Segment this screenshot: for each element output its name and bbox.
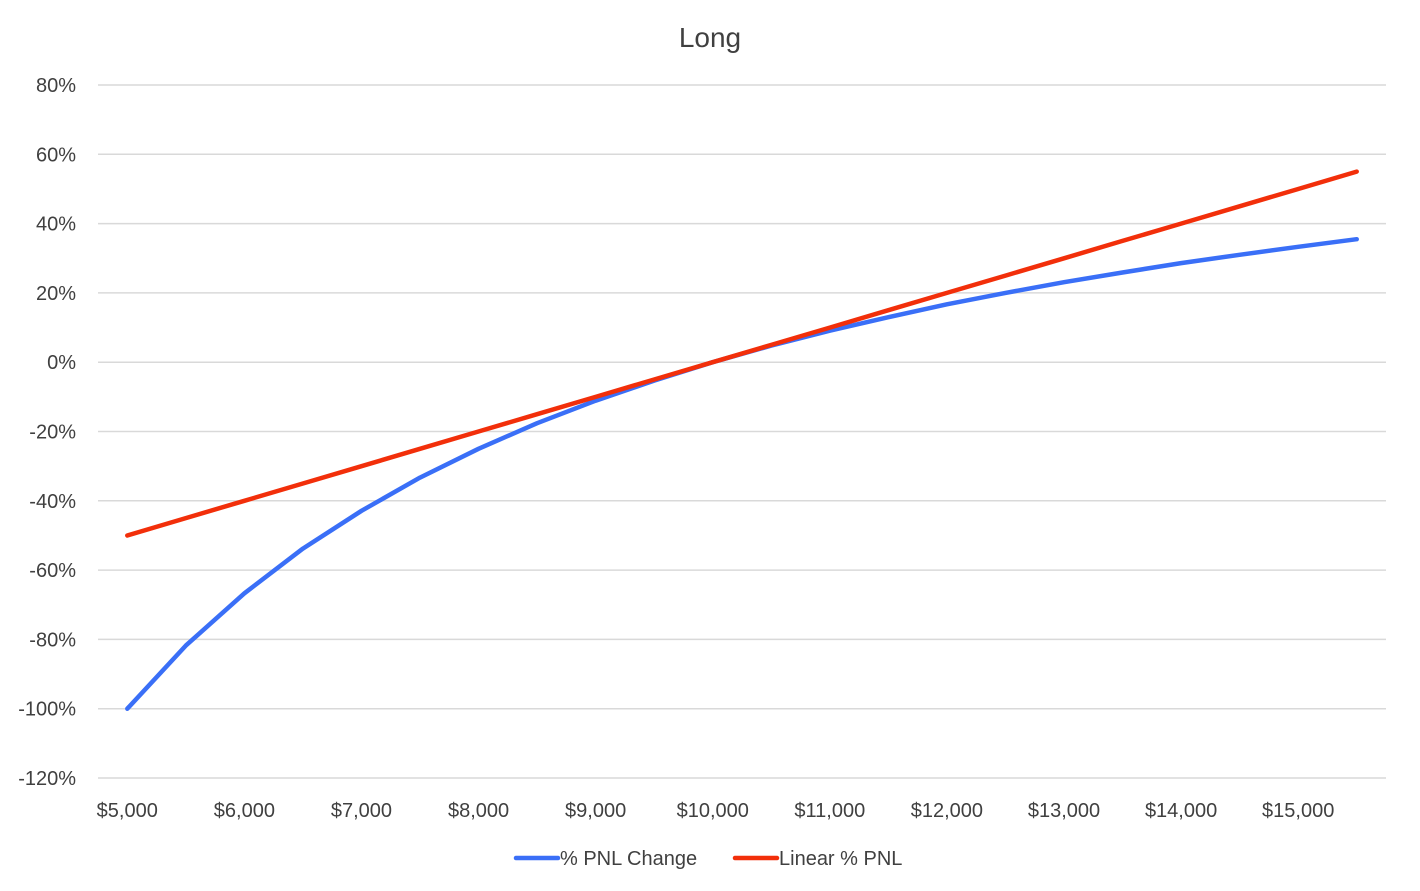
y-tick-label: -40% xyxy=(29,491,76,513)
x-tick-label: $12,000 xyxy=(911,800,983,822)
chart-title: Long xyxy=(679,22,741,53)
y-tick-label: -100% xyxy=(18,699,76,721)
x-tick-label: $6,000 xyxy=(214,800,275,822)
x-tick-label: $11,000 xyxy=(794,800,865,822)
series-line-2 xyxy=(125,169,1359,538)
legend-label-2: Linear % PNL xyxy=(779,848,902,870)
series-lines xyxy=(125,169,1359,711)
y-tick-label: 80% xyxy=(36,75,76,97)
series-line-1 xyxy=(125,236,1359,711)
y-tick-label: -120% xyxy=(18,768,76,790)
y-axis-ticks: -120% -100% -80% -60% -40% -20% 0% 20% 40% 60% 80% xyxy=(18,75,76,790)
x-tick-label: $7,000 xyxy=(331,800,392,822)
x-tick-label: $8,000 xyxy=(448,800,509,822)
legend: % PNL Change Linear % PNL xyxy=(513,848,902,870)
x-tick-label: $5,000 xyxy=(97,800,158,822)
x-tick-label: $14,000 xyxy=(1145,800,1217,822)
x-tick-label: $9,000 xyxy=(565,800,626,822)
gridlines xyxy=(98,84,1386,779)
y-tick-label: 20% xyxy=(36,283,76,305)
y-tick-label: 0% xyxy=(47,352,76,374)
x-tick-label: $13,000 xyxy=(1028,800,1100,822)
x-axis-ticks: $5,000 $6,000 $7,000 $8,000 $9,000 $10,000 $11… xyxy=(97,800,1335,822)
y-tick-label: -20% xyxy=(29,422,76,444)
y-tick-label: -80% xyxy=(29,629,76,651)
x-tick-label: $15,000 xyxy=(1262,800,1334,822)
x-tick-label: $10,000 xyxy=(677,800,749,822)
y-tick-label: -60% xyxy=(29,560,76,582)
y-tick-label: 40% xyxy=(36,214,76,236)
legend-label-1: % PNL Change xyxy=(560,848,697,870)
y-tick-label: 60% xyxy=(36,144,76,166)
